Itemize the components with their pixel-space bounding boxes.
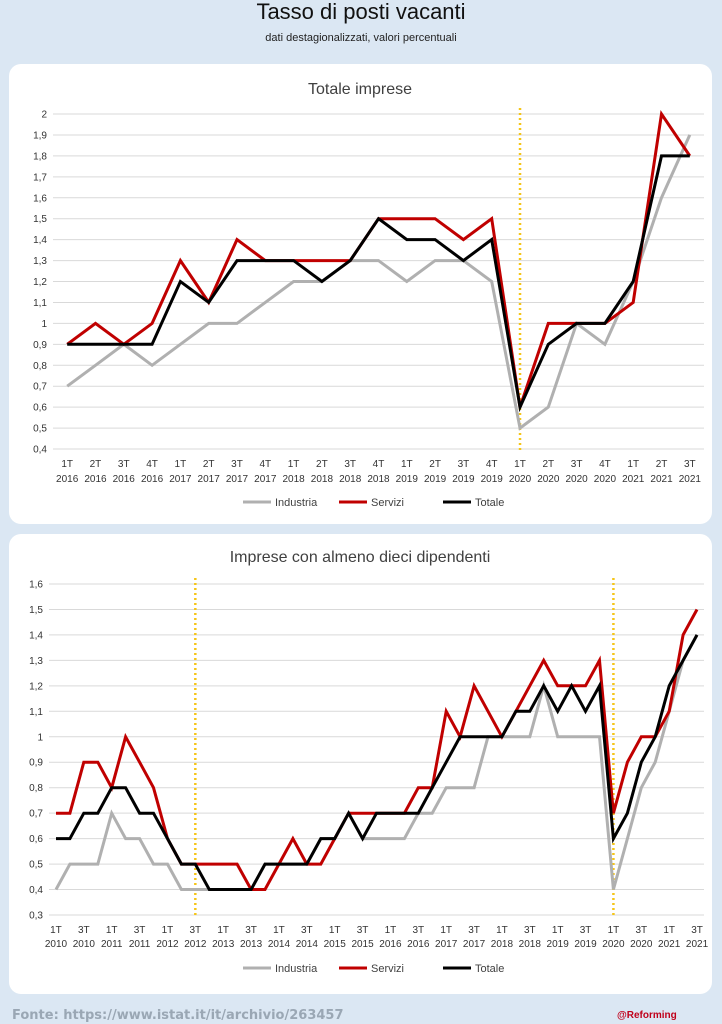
- chart1-y-tick-label: 1,3: [29, 656, 43, 667]
- chart0-y-tick-label: 1,8: [33, 151, 47, 162]
- chart0-legend-label-servizi: Servizi: [371, 497, 404, 509]
- chart0-x-tick-label: 1T 2016: [56, 459, 79, 485]
- chart1-series-industria: [54, 634, 699, 891]
- chart1-y-tick-label: 0,8: [29, 783, 43, 794]
- chart1-x-tick-label: 1T 2012: [156, 925, 179, 950]
- chart1-x-tick-label: 3T 2020: [630, 925, 653, 950]
- chart1-y-tick-label: 0,4: [29, 885, 43, 896]
- chart1-y-tick-label: 1,2: [29, 681, 43, 692]
- chart1-x-tick-label: 1T 2021: [658, 925, 681, 950]
- chart1-y-tick-label: 0,7: [29, 809, 43, 820]
- chart0-y-tick-label: 0,6: [33, 403, 47, 414]
- chart-panel-imprese-dieci-dipendenti: Imprese con almeno dieci dipendenti 0,3 0,…: [9, 534, 712, 994]
- chart0-y-tick-label: 1,5: [33, 214, 47, 225]
- chart0-x-tick-label: 1T 2020: [509, 459, 532, 485]
- page-subtitle: dati destagionalizzati, valori percentua…: [265, 32, 457, 44]
- chart1-x-tick-label: 3T 2015: [351, 925, 374, 950]
- chart0-x-tick-label: 2T 2021: [650, 459, 673, 485]
- chart0-x-tick-label: 3T 2020: [566, 459, 589, 485]
- chart0-legend-label-industria: Industria: [275, 497, 318, 509]
- chart0-x-tick-label: 2T 2018: [311, 459, 334, 485]
- chart0-y-tick-label: 0,8: [33, 361, 47, 372]
- chart1-x-tick-label: 1T 2017: [435, 925, 458, 950]
- chart1-x-tick-label: 3T 2013: [240, 925, 263, 950]
- chart-panel-totale-imprese: Totale imprese 0,4 0,5 0,6 0,7 0,8 0,9 1 1,1 1,2 1…: [9, 64, 712, 524]
- chart1-y-tick-label: 1,1: [29, 707, 43, 718]
- chart0-series-totale: [67, 154, 690, 413]
- chart1-x-tick-label: 1T 2019: [547, 925, 570, 950]
- chart1-legend-label-servizi: Servizi: [371, 963, 404, 975]
- chart1-y-tick-label: 0,6: [29, 834, 43, 845]
- chart0-y-tick-label: 1,3: [33, 256, 47, 267]
- chart0-y-tick-label: 1,9: [33, 130, 47, 141]
- chart0-x-tick-label: 1T 2018: [282, 459, 305, 485]
- chart0-y-tick-label: 0,9: [33, 340, 47, 351]
- chart0-x-tick-label: 3T 2017: [226, 459, 249, 485]
- chart1-x-tick-label: 1T 2020: [602, 925, 625, 950]
- chart0-x-tick-label: 2T 2017: [198, 459, 221, 485]
- chart0-x-tick-label: 4T 2017: [254, 459, 277, 485]
- chart0-y-tick-label: 0,4: [33, 445, 47, 456]
- chart0-y-tick-label: 0,7: [33, 382, 47, 393]
- chart1-x-tick-label: 3T 2017: [463, 925, 486, 950]
- chart1-x-tick-label: 3T 2016: [407, 925, 430, 950]
- chart1-x-tick-label: 3T 2012: [184, 925, 207, 950]
- chart0-x-tick-label: 4T 2019: [481, 459, 504, 485]
- chart1-legend-label-industria: Industria: [275, 963, 318, 975]
- chart1-y-tick-label: 0,5: [29, 860, 43, 871]
- chart0-y-tick-label: 1,4: [33, 235, 47, 246]
- chart0-y-tick-label: 1,6: [33, 193, 47, 204]
- chart1-y-tick-label: 0,9: [29, 758, 43, 769]
- chart1-y-tick-label: 0,3: [29, 911, 43, 922]
- chart0-x-tick-label: 2T 2019: [424, 459, 447, 485]
- chart0-series-industria: [66, 134, 692, 431]
- chart1-x-tick-label: 3T 2021: [686, 925, 709, 950]
- chart0-y-tick-label: 0,5: [33, 424, 47, 435]
- chart0-x-tick-label: 4T 2016: [141, 459, 164, 485]
- chart0-x-tick-label: 1T 2021: [622, 459, 645, 485]
- chart0-y-tick-label: 2: [41, 110, 47, 121]
- chart1-y-tick-label: 1,5: [29, 605, 43, 616]
- chart0-y-tick-label: 1,1: [33, 298, 47, 309]
- chart-imprese-dieci-dipendenti: Imprese con almeno dieci dipendenti 0,3 0,…: [29, 549, 709, 975]
- chart1-x-tick-label: 3T 2010: [73, 925, 96, 950]
- chart1-x-tick-label: 1T 2013: [212, 925, 235, 950]
- chart1-x-tick-label: 1T 2010: [45, 925, 68, 950]
- brand-label: @Reforming: [617, 1010, 677, 1021]
- chart0-x-tick-label: 1T 2017: [169, 459, 192, 485]
- chart0-x-tick-label: 3T 2021: [679, 459, 702, 485]
- chart0-x-tick-label: 3T 2019: [452, 459, 475, 485]
- page-title: Tasso di posti vacanti: [256, 0, 466, 24]
- chart1-x-tick-label: 3T 2014: [296, 925, 319, 950]
- chart1-y-tick-label: 1: [37, 732, 43, 743]
- chart1-y-tick-label: 1,6: [29, 580, 43, 591]
- chart0-y-tick-label: 1,2: [33, 277, 47, 288]
- chart0-x-tick-label: 3T 2016: [113, 459, 136, 485]
- chart1-x-tick-label: 1T 2015: [324, 925, 347, 950]
- chart1-x-tick-label: 3T 2011: [129, 925, 151, 950]
- chart0-x-tick-label: 4T 2020: [594, 459, 617, 485]
- chart1-title: Imprese con almeno dieci dipendenti: [230, 549, 491, 566]
- chart0-x-tick-label: 4T 2018: [367, 459, 390, 485]
- chart0-y-tick-label: 1,7: [33, 172, 47, 183]
- chart1-x-tick-label: 1T 2018: [491, 925, 514, 950]
- chart0-x-tick-label: 2T 2016: [84, 459, 107, 485]
- chart-totale-imprese: Totale imprese 0,4 0,5 0,6 0,7 0,8 0,9 1 1,1 1,2 1…: [33, 81, 704, 509]
- chart0-y-tick-label: 1: [41, 319, 47, 330]
- chart0-x-tick-label: 3T 2018: [339, 459, 362, 485]
- chart1-legend-label-totale: Totale: [475, 963, 504, 975]
- chart1-y-tick-label: 1,4: [29, 630, 43, 641]
- chart1-x-tick-label: 1T 2011: [101, 925, 123, 950]
- chart0-x-tick-label: 1T 2019: [396, 459, 419, 485]
- chart1-x-tick-label: 1T 2016: [379, 925, 402, 950]
- chart1-x-tick-label: 3T 2018: [519, 925, 542, 950]
- chart1-series-totale: [56, 634, 699, 891]
- chart0-legend-label-totale: Totale: [475, 497, 504, 509]
- chart0-title: Totale imprese: [308, 81, 412, 98]
- chart1-x-tick-label: 1T 2014: [268, 925, 291, 950]
- source-note: Fonte: https://www.istat.it/it/archivio/…: [12, 1008, 344, 1023]
- chart1-x-tick-label: 3T 2019: [574, 925, 597, 950]
- chart0-x-tick-label: 2T 2020: [537, 459, 560, 485]
